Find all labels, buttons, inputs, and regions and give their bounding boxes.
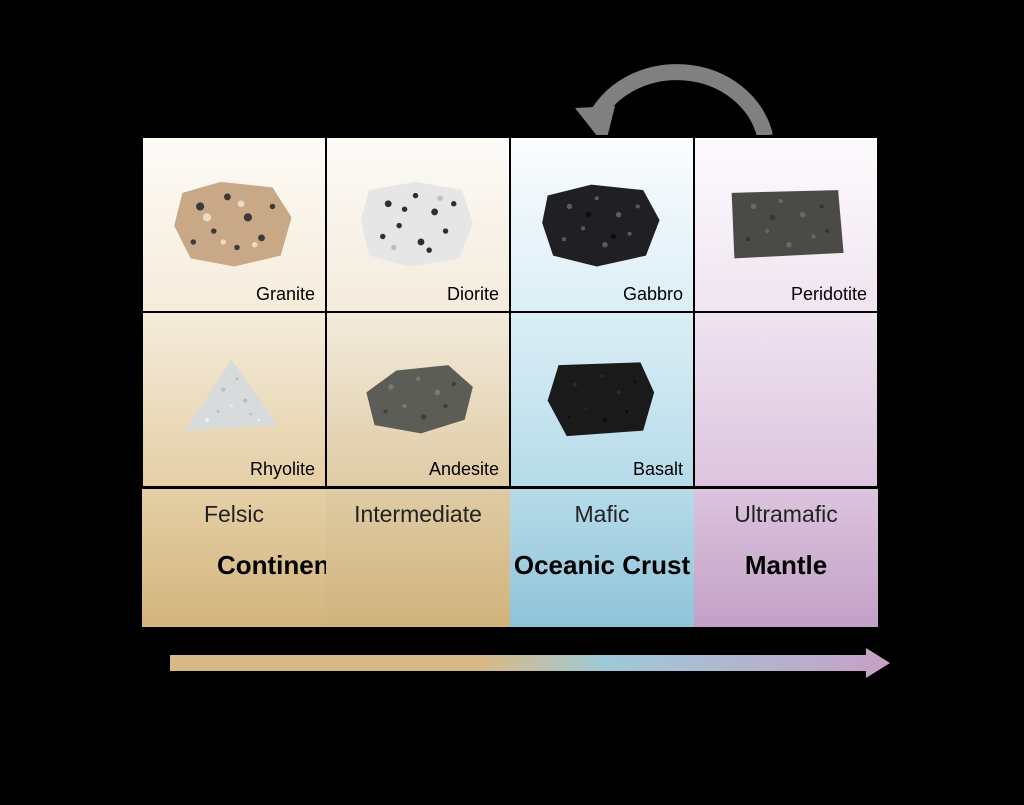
granite-rock-icon <box>166 168 303 280</box>
footer-mafic: Mafic Oceanic Crust <box>510 489 694 627</box>
cell-basalt: Basalt <box>510 312 694 487</box>
cell-label: Granite <box>256 284 315 305</box>
composition-gradient-arrow-bar <box>170 655 870 671</box>
cell-label: Andesite <box>429 459 499 480</box>
cell-empty <box>694 312 878 487</box>
footer-ultramafic: Ultramafic Mantle <box>694 489 878 627</box>
cell-label: Gabbro <box>623 284 683 305</box>
cell-peridotite: Peridotite <box>694 137 878 312</box>
composition-label: Felsic <box>142 501 326 528</box>
cell-diorite: Diorite <box>326 137 510 312</box>
composition-label: Mafic <box>510 501 694 528</box>
footer-felsic: Felsic Continental Crust <box>142 489 326 627</box>
melt-arrow-icon <box>555 18 805 148</box>
composition-label: Intermediate <box>326 501 510 528</box>
composition-label: Ultramafic <box>694 501 878 528</box>
cell-rhyolite: Rhyolite <box>142 312 326 487</box>
composition-footer: Felsic Continental Crust Intermediate Ma… <box>140 489 880 629</box>
cell-label: Diorite <box>447 284 499 305</box>
cell-label: Rhyolite <box>250 459 315 480</box>
diorite-rock-icon <box>350 168 487 280</box>
footer-intermediate: Intermediate <box>326 489 510 627</box>
cell-granite: Granite <box>142 137 326 312</box>
cell-label: Peridotite <box>791 284 867 305</box>
peridotite-rock-icon <box>718 168 855 280</box>
andesite-rock-icon <box>350 343 487 455</box>
cell-andesite: Andesite <box>326 312 510 487</box>
crust-label-mantle: Mantle <box>694 551 878 581</box>
cell-gabbro: Gabbro <box>510 137 694 312</box>
cell-label: Basalt <box>633 459 683 480</box>
rock-grid: Granite Diorite Gabbr <box>140 135 880 489</box>
basalt-rock-icon <box>534 343 671 455</box>
crust-label-oceanic: Oceanic Crust <box>510 551 694 581</box>
gabbro-rock-icon <box>534 168 671 280</box>
rhyolite-rock-icon <box>166 343 303 455</box>
rock-classification-diagram: Granite Diorite Gabbr <box>140 135 880 629</box>
composition-gradient-arrow-head-icon <box>866 648 890 678</box>
